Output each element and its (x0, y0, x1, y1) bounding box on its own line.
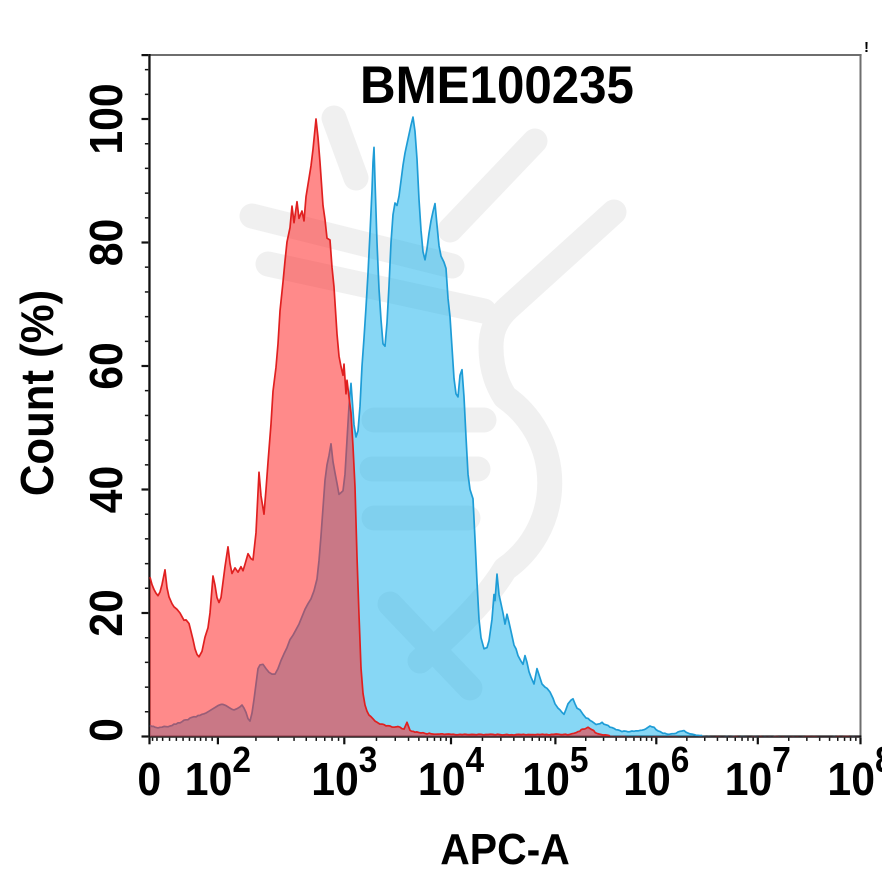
svg-text:0: 0 (82, 718, 133, 742)
svg-text:BME100235: BME100235 (360, 55, 634, 114)
svg-text:80: 80 (82, 219, 133, 267)
svg-text:20: 20 (82, 589, 133, 637)
svg-text:60: 60 (82, 342, 133, 390)
svg-text:40: 40 (82, 466, 133, 514)
svg-text:Count (%): Count (%) (11, 290, 63, 496)
svg-text:100: 100 (82, 83, 133, 154)
svg-text:0: 0 (137, 755, 161, 806)
svg-text:APC-A: APC-A (440, 826, 570, 875)
svg-text:!: ! (864, 39, 869, 56)
